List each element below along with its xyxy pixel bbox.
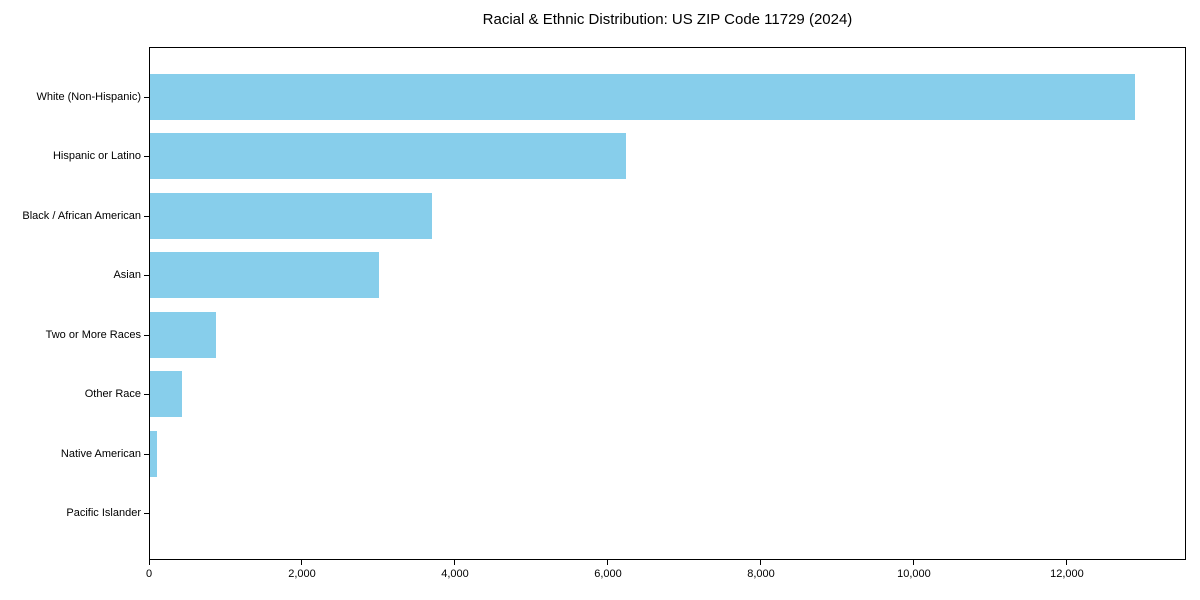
x-axis-tick-label: 2,000 xyxy=(288,568,316,580)
y-axis-tick xyxy=(144,156,149,158)
y-axis-label: Pacific Islander xyxy=(66,507,141,519)
x-axis-tick xyxy=(1066,560,1068,565)
bar xyxy=(150,430,157,477)
x-axis-tick-label: 6,000 xyxy=(594,568,622,580)
x-axis-tick xyxy=(301,560,303,565)
y-axis-label: Other Race xyxy=(84,388,141,401)
y-axis-label: Native American xyxy=(60,447,141,460)
y-axis-tick xyxy=(144,334,149,336)
y-axis-label: Hispanic or Latino xyxy=(52,150,141,163)
y-axis-tick xyxy=(144,215,149,217)
plot-area xyxy=(149,47,1186,560)
x-axis-tick xyxy=(148,560,150,565)
y-axis-tick xyxy=(144,394,149,396)
x-axis-tick-label: 4,000 xyxy=(441,568,469,580)
y-axis-tick xyxy=(144,513,149,514)
y-axis-tick xyxy=(144,453,149,455)
y-axis-label: Black / African American xyxy=(22,209,141,222)
y-axis-label: White (Non-Hispanic) xyxy=(36,91,141,103)
bar xyxy=(150,192,433,239)
x-axis-tick-label: 12,000 xyxy=(1050,568,1084,580)
bar xyxy=(150,252,380,299)
x-axis-tick xyxy=(913,560,915,565)
chart-title: Racial & Ethnic Distribution: US ZIP Cod… xyxy=(482,11,853,28)
x-axis-tick-label: 0 xyxy=(145,568,153,580)
x-axis-tick xyxy=(760,560,762,565)
y-axis-label: Two or More Races xyxy=(45,328,141,341)
y-axis-label: Asian xyxy=(113,269,141,282)
x-axis-tick-label: 8,000 xyxy=(747,568,775,580)
bar xyxy=(150,371,183,418)
x-axis-tick xyxy=(454,560,456,565)
y-axis-tick xyxy=(144,97,149,98)
bar xyxy=(150,74,1135,120)
x-axis-tick xyxy=(607,560,609,565)
bar xyxy=(150,311,216,358)
bar xyxy=(150,133,626,180)
x-axis-tick-label: 10,000 xyxy=(897,568,931,580)
y-axis-tick xyxy=(144,275,149,277)
